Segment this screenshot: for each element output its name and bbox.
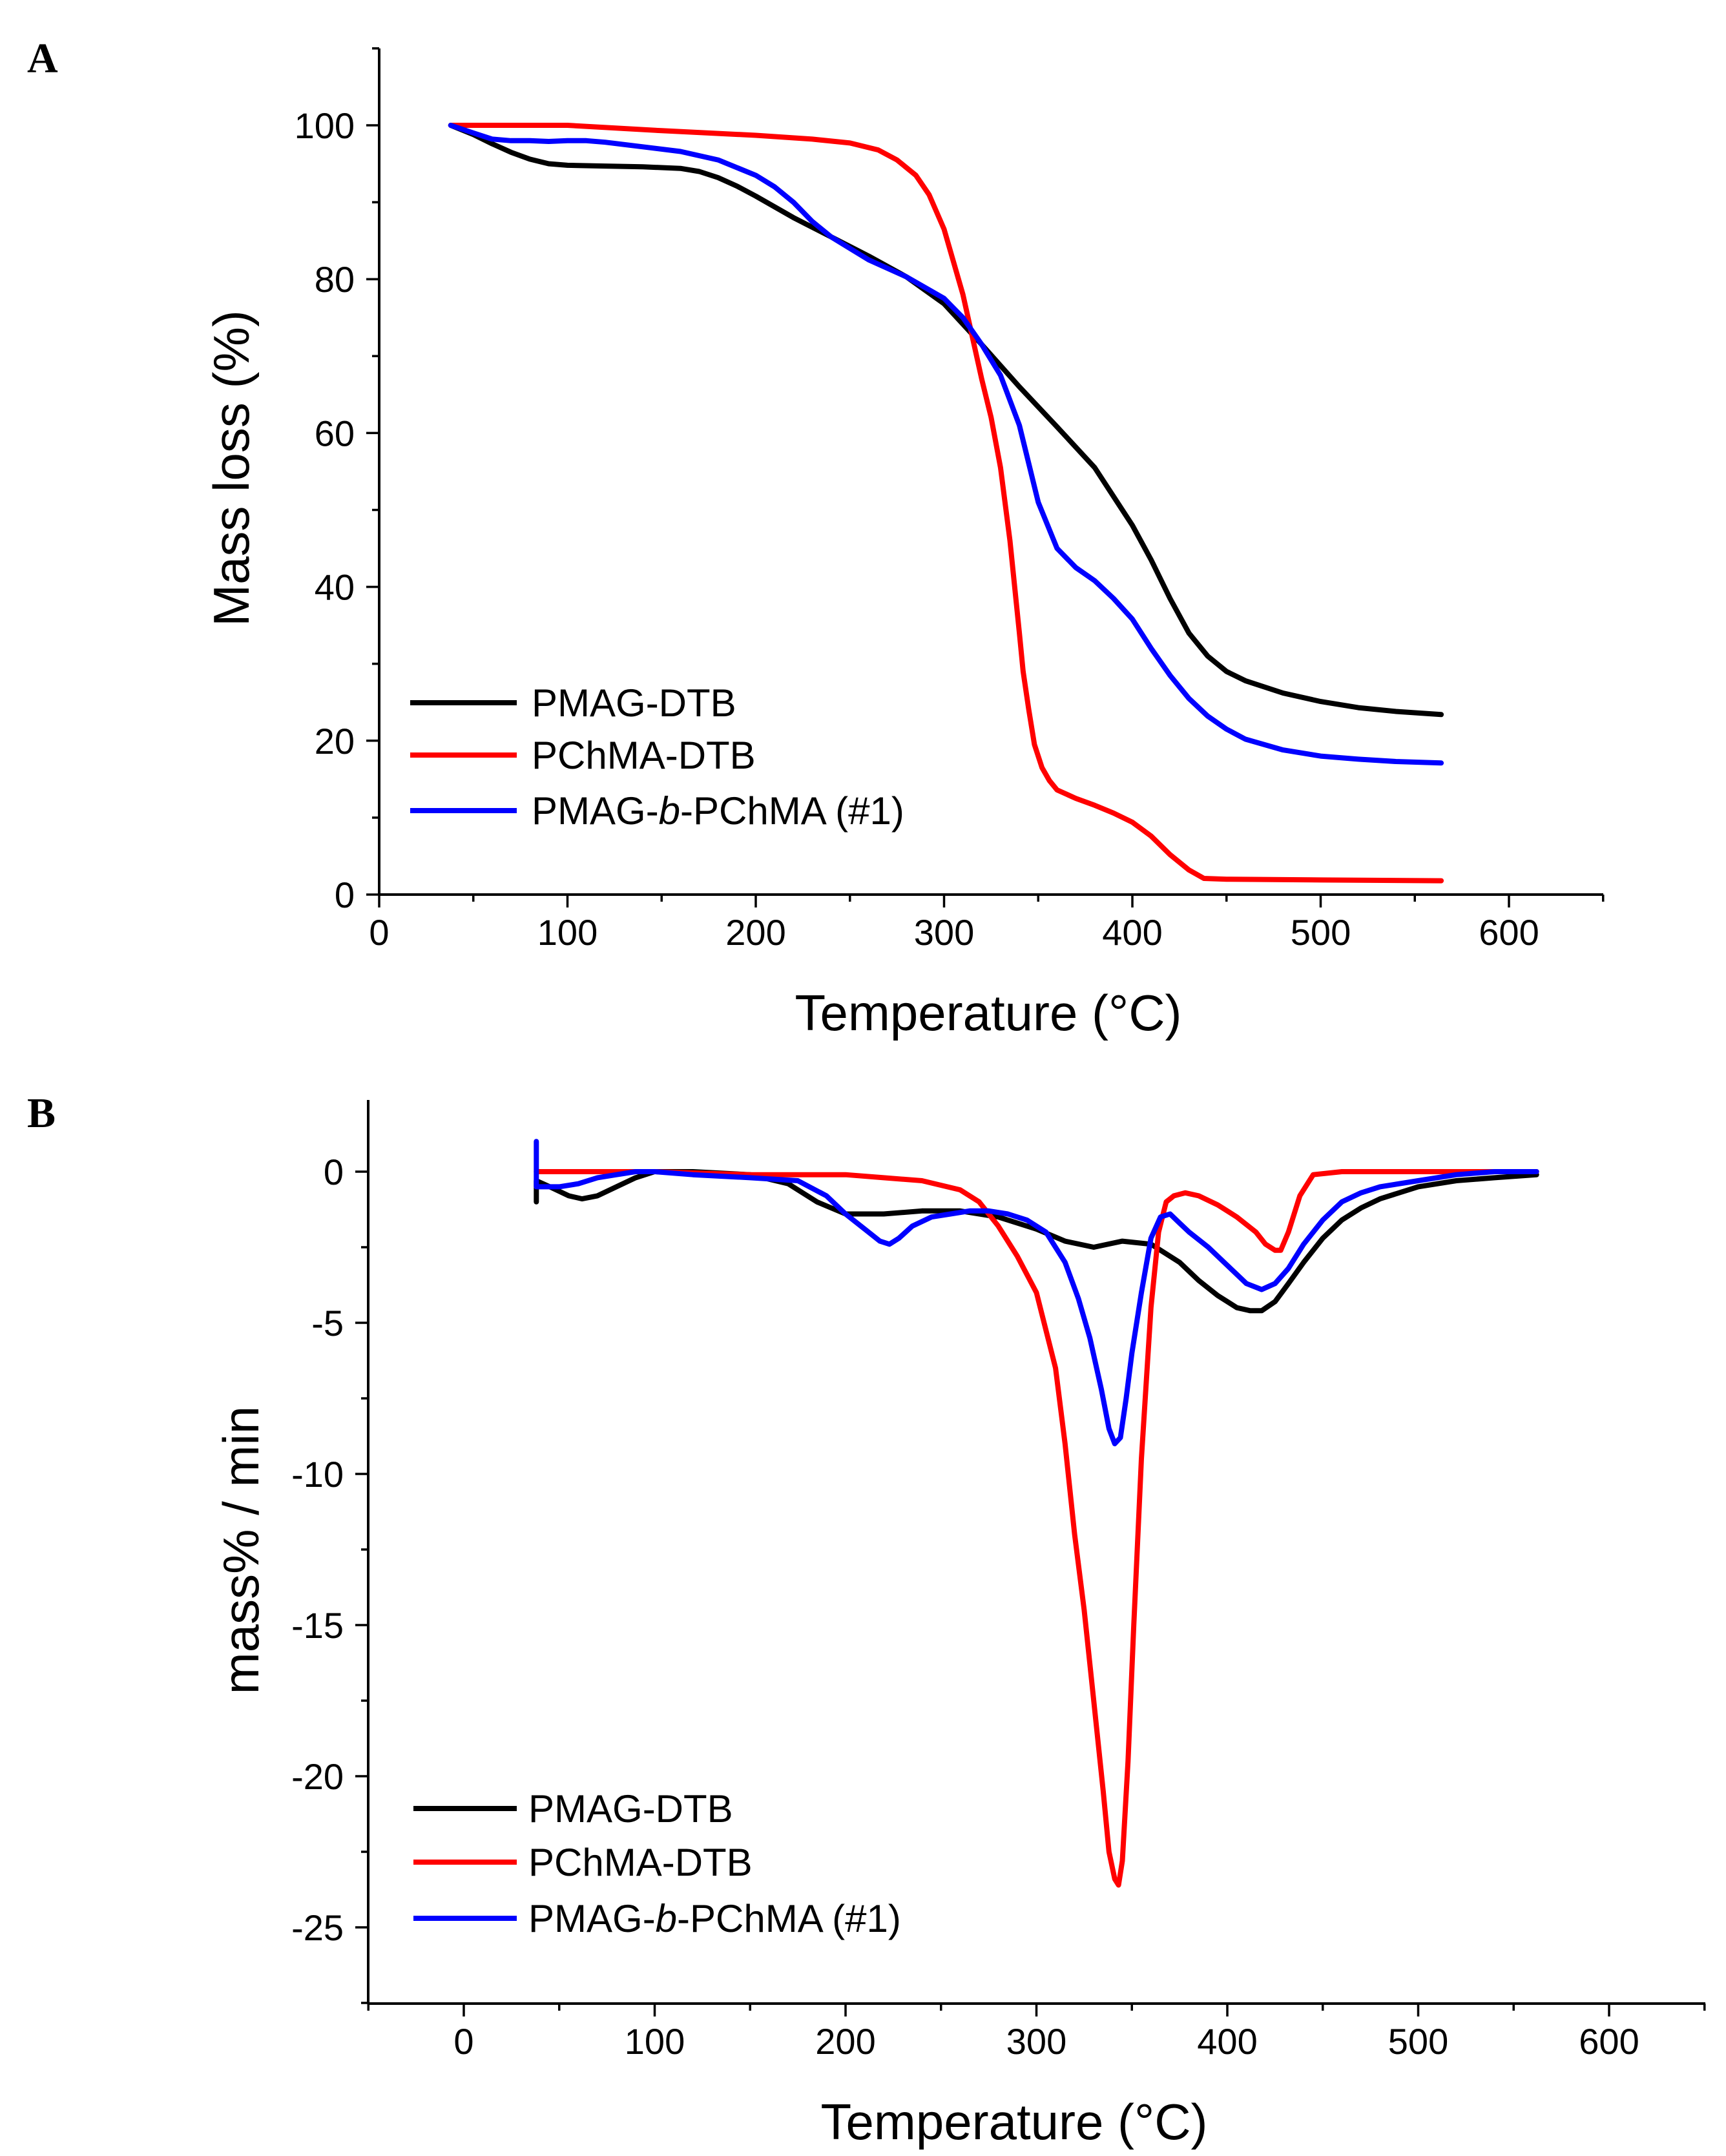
panel-a-y-tick-label: 0 [335, 875, 355, 915]
panel-b-label: B [27, 1090, 56, 1137]
panel-a-series-line-1 [448, 123, 1444, 884]
panel-a-label: A [27, 35, 58, 82]
panel-a-x-tick-label: 600 [1479, 912, 1539, 953]
panel-a-y-tick-label: 40 [315, 567, 355, 608]
panel-b-ticks: 0 100 200 300 400 500 600 0 -5 -10 -15 -20 -25 [291, 1152, 1706, 2062]
panel-a-y-tick-label: 20 [315, 721, 355, 762]
panel-b-x-tick-label: 100 [625, 2021, 685, 2062]
panel-a-legend: PMAG-DTB PChMA-DTB PMAG-b-PChMA (#1) [410, 681, 904, 833]
panel-a-x-axis-title: Temperature (°C) [795, 984, 1181, 1041]
panel-a-x-tick-label: 200 [725, 912, 785, 953]
panel-a-y-tick-label: 100 [295, 105, 355, 146]
panel-b-x-tick-label: 600 [1579, 2021, 1639, 2062]
panel-a-y-tick-label: 80 [315, 259, 355, 300]
panel-b-y-tick-label: -20 [291, 1756, 344, 1797]
panel-a-y-axis-title: Mass loss (%) [203, 310, 260, 627]
panel-a-x-tick-label: 400 [1102, 912, 1162, 953]
panel-b-x-tick-label: 200 [815, 2021, 875, 2062]
panel-b-x-tick-label: 400 [1197, 2021, 1257, 2062]
panel-b-chart: B 0 100 200 300 400 500 600 0 -5 -10 -15 -20 -25 Tem… [27, 1090, 1706, 2150]
panel-a-legend-entry-pchma-dtb: PChMA-DTB [410, 734, 756, 777]
panel-a-legend-entry-pmag-b-pchma: PMAG-b-PChMA (#1) [410, 789, 904, 833]
panel-a-x-tick-label: 300 [914, 912, 974, 953]
panel-a-series-line-2 [448, 123, 1444, 766]
panel-b-y-tick-label: -5 [311, 1303, 344, 1343]
panel-b-x-tick-label: 0 [453, 2021, 473, 2062]
panel-a-x-tick-label: 500 [1291, 912, 1351, 953]
panel-b-x-tick-label: 300 [1006, 2021, 1066, 2062]
panel-b-x-axis-title: Temperature (°C) [820, 2093, 1207, 2150]
panel-a-ticks: 0 100 200 300 400 500 600 0 20 40 60 80 100 [295, 47, 1605, 953]
panel-a-x-tick-label: 0 [369, 912, 389, 953]
panel-b-legend-entry-pmag-dtb: PMAG-DTB [413, 1787, 733, 1830]
panel-a-legend-label-pchma-dtb: PChMA-DTB [532, 734, 756, 777]
panel-b-y-axis-title: mass% / min [213, 1406, 269, 1694]
panel-a-series [448, 123, 1444, 884]
panel-b-series-line-2 [534, 1139, 1539, 1447]
panel-b-legend-label-pmag-dtb: PMAG-DTB [528, 1787, 733, 1830]
panel-a-legend-label-pmag-dtb: PMAG-DTB [532, 681, 736, 725]
panel-a-x-tick-label: 100 [537, 912, 598, 953]
panel-b-legend-label-pchma-dtb: PChMA-DTB [528, 1841, 753, 1884]
panel-b-legend-label-pmag-b-pchma: PMAG-b-PChMA (#1) [528, 1897, 901, 1940]
panel-b-legend: PMAG-DTB PChMA-DTB PMAG-b-PChMA (#1) [413, 1787, 901, 1940]
panel-b-y-tick-label: -25 [291, 1907, 344, 1948]
panel-b-x-tick-label: 500 [1388, 2021, 1448, 2062]
panel-a-legend-label-pmag-b-pchma: PMAG-b-PChMA (#1) [532, 789, 904, 833]
panel-a-axes [378, 48, 1603, 896]
panel-a-chart: A 0 100 200 300 400 500 600 0 20 40 60 80 100 Temper… [27, 35, 1605, 1041]
panel-b-series [534, 1139, 1539, 1888]
panel-b-legend-entry-pmag-b-pchma: PMAG-b-PChMA (#1) [413, 1897, 901, 1940]
panel-b-y-tick-label: -15 [291, 1605, 344, 1646]
panel-b-legend-entry-pchma-dtb: PChMA-DTB [413, 1841, 753, 1884]
panel-b-series-line-1 [534, 1169, 1539, 1888]
panel-b-y-tick-label: 0 [324, 1152, 344, 1192]
panel-a-y-tick-label: 60 [315, 413, 355, 453]
panel-b-y-tick-label: -10 [291, 1454, 344, 1495]
panel-a-legend-entry-pmag-dtb: PMAG-DTB [410, 681, 736, 725]
